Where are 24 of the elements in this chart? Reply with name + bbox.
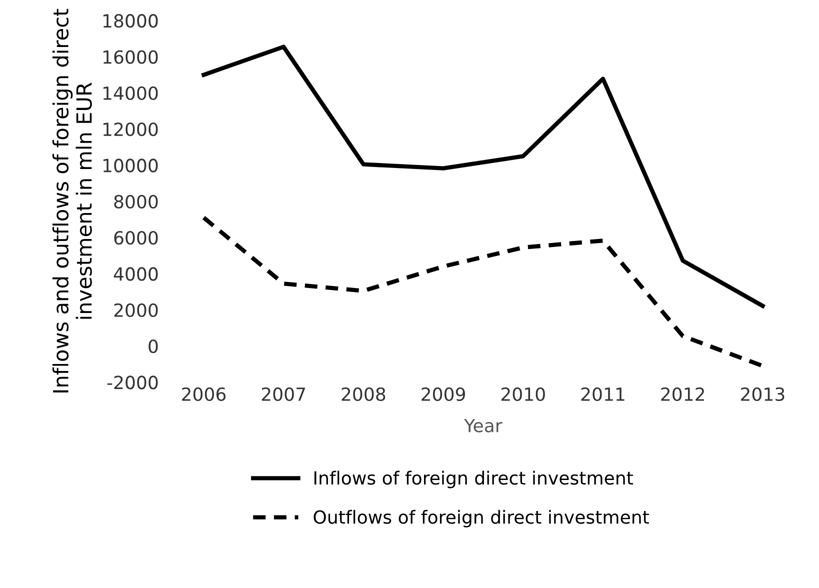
line-series xyxy=(202,44,765,308)
x-tick-label: 2008 xyxy=(342,387,386,402)
y-tick-label: 0 xyxy=(148,339,158,354)
y-tick-label: 8000 xyxy=(114,194,158,209)
x-axis-title: Year xyxy=(464,418,502,432)
y-tick-label: -2000 xyxy=(107,376,158,390)
y-tick-label: 12000 xyxy=(103,122,158,136)
y-tick-label: 10000 xyxy=(103,158,158,172)
y-tick-label: 4000 xyxy=(114,267,158,281)
legend-label: Outflows of foreign direct investment xyxy=(314,510,649,528)
x-tick-label: 2009 xyxy=(422,387,465,402)
y-tick-label: 18000 xyxy=(103,14,158,28)
x-tick-label: 2012 xyxy=(661,387,704,402)
y-tick-label: 2000 xyxy=(114,303,158,317)
y-tick-label: 14000 xyxy=(103,86,158,100)
y-axis-title: Inflows and outflows of foreign direct investment in mln EUR xyxy=(52,8,92,392)
x-tick-label: 2011 xyxy=(581,387,624,402)
legend-label: Inflows of foreign direct investment xyxy=(314,470,634,488)
x-tick-label: 2006 xyxy=(182,387,226,402)
y-tick-label: 6000 xyxy=(114,231,158,245)
x-tick-label: 2013 xyxy=(741,387,784,402)
y-tick-label: 16000 xyxy=(103,50,158,64)
x-tick-label: 2007 xyxy=(262,387,306,402)
x-tick-label: 2010 xyxy=(501,387,545,402)
